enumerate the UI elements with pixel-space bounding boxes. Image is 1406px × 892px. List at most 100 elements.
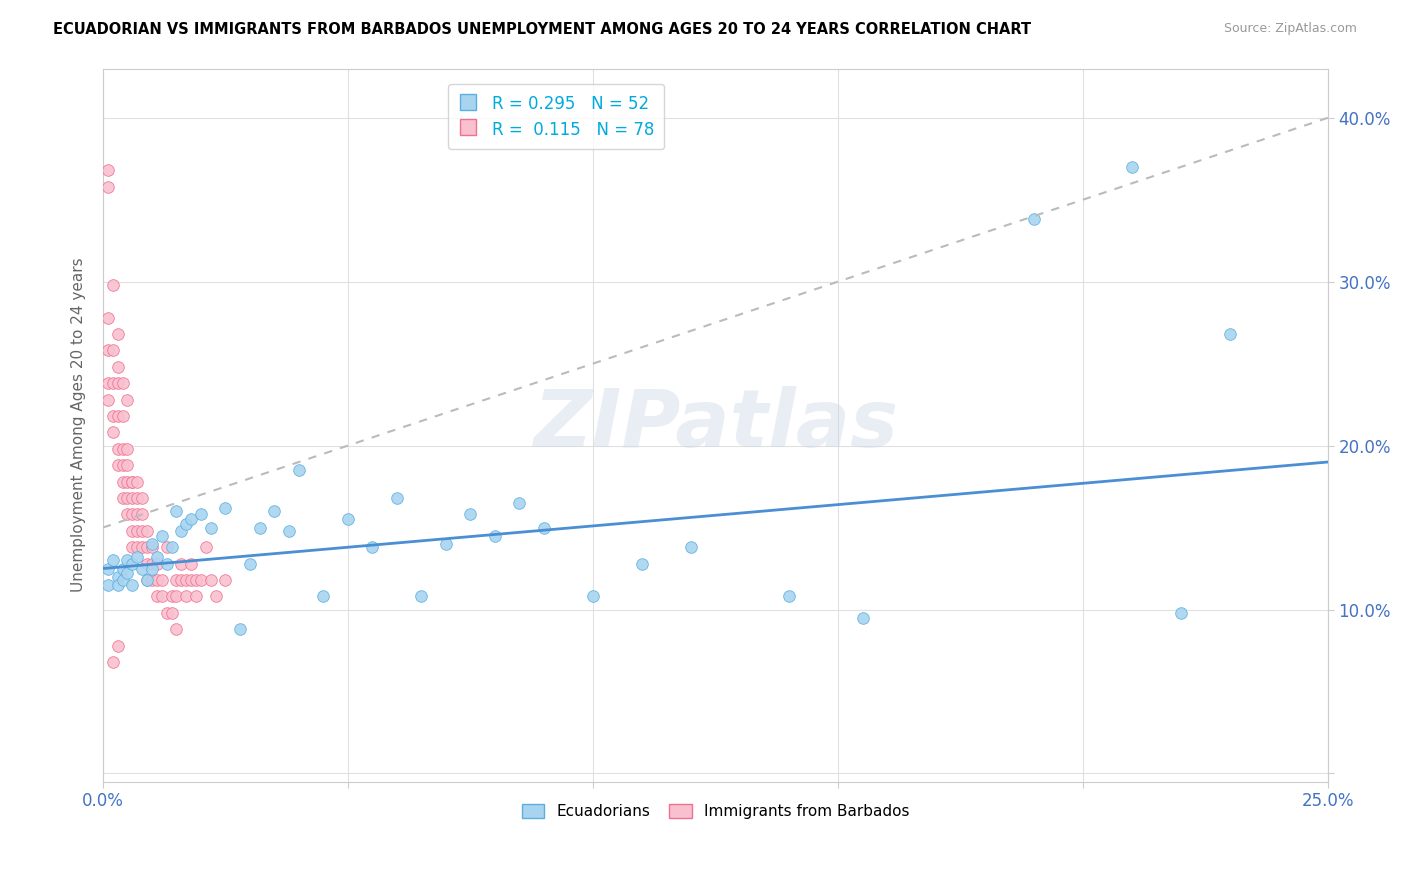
Point (101, 425, 124, 440)
Point (121, 578, 143, 592)
Point (460, 508, 482, 522)
Point (263, 504, 285, 518)
Point (141, 540, 163, 554)
Point (97, 179, 120, 194)
Point (165, 573, 187, 587)
Point (97, 310, 120, 325)
Point (312, 590, 335, 604)
Point (582, 590, 605, 604)
Point (117, 475, 139, 489)
Point (111, 561, 134, 575)
Point (131, 561, 153, 575)
Point (111, 442, 134, 456)
Point (141, 573, 163, 587)
Point (170, 573, 193, 587)
Point (107, 639, 129, 653)
Point (851, 611, 873, 625)
Point (1170, 606, 1192, 620)
Point (97, 561, 120, 575)
Point (150, 590, 173, 604)
Point (156, 606, 179, 620)
Point (101, 376, 124, 391)
Point (165, 622, 187, 636)
Point (288, 463, 311, 477)
Point (136, 540, 159, 554)
Point (107, 570, 129, 584)
Point (97, 343, 120, 358)
Point (229, 622, 252, 636)
Point (180, 557, 202, 571)
Point (121, 491, 143, 505)
Point (117, 566, 139, 581)
Point (107, 458, 129, 473)
Point (117, 553, 139, 567)
Point (127, 540, 149, 554)
Point (631, 557, 654, 571)
Point (107, 359, 129, 374)
Point (111, 475, 134, 489)
Point (107, 327, 129, 342)
Point (107, 578, 129, 592)
Point (180, 512, 202, 526)
Point (127, 550, 149, 565)
Point (249, 520, 271, 534)
Point (180, 573, 202, 587)
Point (101, 277, 124, 292)
Point (97, 392, 120, 407)
Point (131, 508, 153, 522)
Point (184, 573, 207, 587)
Point (411, 590, 433, 604)
Point (508, 496, 530, 510)
Point (200, 573, 222, 587)
Point (184, 590, 207, 604)
Point (107, 409, 129, 423)
Point (127, 491, 149, 505)
Text: ZIPatlas: ZIPatlas (533, 386, 898, 464)
Point (121, 557, 143, 571)
Point (160, 590, 183, 604)
Point (1022, 212, 1045, 227)
Point (127, 508, 149, 522)
Point (121, 475, 143, 489)
Point (111, 491, 134, 505)
Point (131, 491, 153, 505)
Point (136, 573, 159, 587)
Point (361, 540, 384, 554)
Point (136, 573, 159, 587)
Point (146, 573, 169, 587)
Point (190, 508, 212, 522)
Point (136, 524, 159, 538)
Point (156, 540, 179, 554)
Point (141, 557, 163, 571)
Point (117, 458, 139, 473)
Point (150, 573, 173, 587)
Point (484, 529, 506, 543)
Point (141, 537, 163, 551)
Point (1219, 327, 1241, 342)
Text: ECUADORIAN VS IMMIGRANTS FROM BARBADOS UNEMPLOYMENT AMONG AGES 20 TO 24 YEARS CO: ECUADORIAN VS IMMIGRANTS FROM BARBADOS U… (53, 22, 1032, 37)
Point (101, 655, 124, 669)
Point (101, 343, 124, 358)
Point (101, 553, 124, 567)
Point (150, 529, 173, 543)
Point (111, 409, 134, 423)
Point (190, 573, 212, 587)
Point (101, 409, 124, 423)
Point (278, 524, 301, 538)
Point (117, 491, 139, 505)
Point (170, 557, 193, 571)
Y-axis label: Unemployment Among Ages 20 to 24 years: Unemployment Among Ages 20 to 24 years (72, 258, 86, 592)
Point (214, 500, 236, 515)
Point (336, 512, 359, 526)
Point (160, 606, 183, 620)
Point (239, 557, 262, 571)
Point (141, 561, 163, 575)
Point (111, 458, 134, 473)
Point (165, 504, 187, 518)
Point (111, 376, 134, 391)
Point (97, 163, 120, 178)
Point (117, 392, 139, 407)
Point (174, 590, 197, 604)
Point (136, 557, 159, 571)
Point (165, 590, 187, 604)
